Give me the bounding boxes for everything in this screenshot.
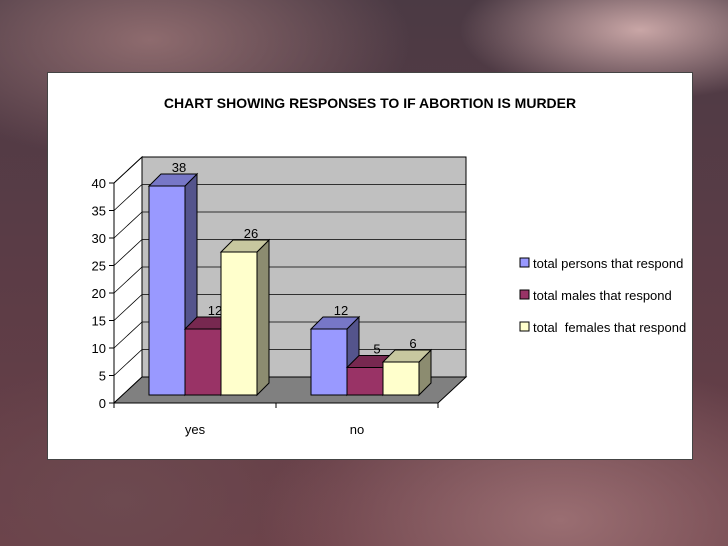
y-tick-label: 20	[92, 286, 106, 301]
data-label: 26	[244, 226, 258, 241]
y-tick-label: 35	[92, 204, 106, 219]
bar-side	[256, 238, 270, 397]
legend-swatch	[519, 257, 530, 268]
data-label: 6	[409, 336, 416, 351]
category-label: yes	[185, 422, 206, 437]
y-tick-label: 40	[92, 176, 106, 191]
bar	[346, 367, 384, 396]
y-tick-label: 30	[92, 231, 106, 246]
y-tick-label: 15	[92, 314, 106, 329]
legend-label: total males that respond	[533, 288, 672, 303]
legend-label: total persons that respond	[533, 256, 683, 271]
plot-area: 0 5 10 15 20 25 30 35 40 38 12 26 yes 12 5 6 no	[92, 155, 468, 437]
y-tick-label: 5	[99, 369, 106, 384]
bar	[382, 361, 420, 396]
legend-label: total females that respond	[533, 320, 686, 335]
legend-swatch	[519, 321, 530, 332]
bar	[310, 328, 348, 396]
chart: CHART SHOWING RESPONSES TO IF ABORTION I…	[92, 95, 687, 437]
gridline	[113, 156, 466, 184]
data-label: 12	[334, 303, 348, 318]
data-label: 5	[373, 342, 380, 357]
data-label: 38	[172, 160, 186, 175]
data-label: 12	[208, 303, 222, 318]
gridline	[113, 184, 466, 211]
chart-panel: CHART SHOWING RESPONSES TO IF ABORTION I…	[47, 72, 693, 460]
legend: total persons that respond total males th…	[519, 256, 686, 335]
y-tick-label: 25	[92, 259, 106, 274]
legend-swatch	[519, 289, 530, 300]
gridline	[113, 239, 466, 266]
y-tick-label: 0	[99, 396, 106, 411]
category-label: no	[350, 422, 364, 437]
gridline	[113, 294, 466, 321]
y-tick-label: 10	[92, 341, 106, 356]
gridline	[113, 266, 466, 294]
gridline	[113, 211, 466, 239]
bar	[184, 328, 222, 396]
bar	[148, 185, 186, 396]
chart-title: CHART SHOWING RESPONSES TO IF ABORTION I…	[164, 95, 576, 111]
bar	[220, 251, 258, 396]
